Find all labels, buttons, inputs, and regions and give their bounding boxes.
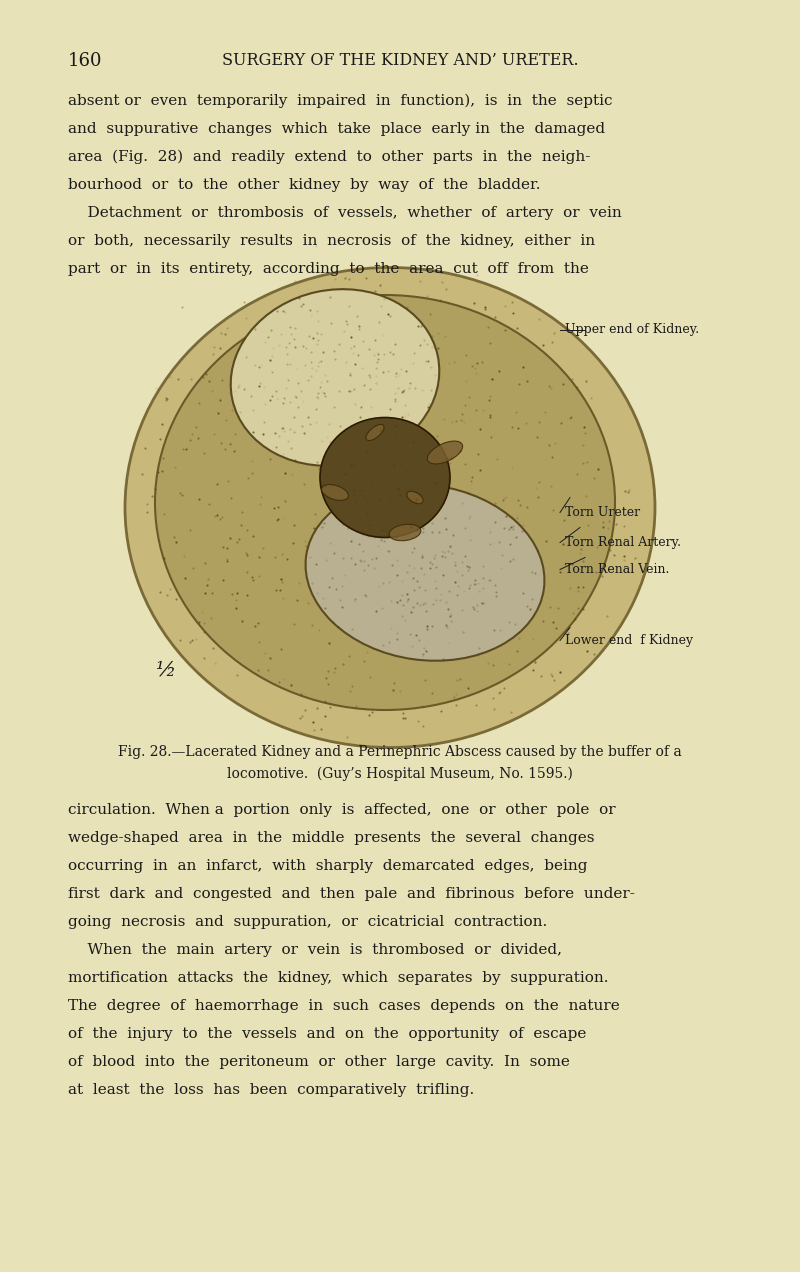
Text: wedge-shaped  area  in  the  middle  presents  the  several  changes: wedge-shaped area in the middle presents…	[68, 831, 594, 845]
Text: at  least  the  loss  has  been  comparatively  trifling.: at least the loss has been comparatively…	[68, 1082, 474, 1096]
Text: part  or  in  its  entirety,  according  to  the  area  cut  off  from  the: part or in its entirety, according to th…	[68, 262, 589, 276]
Ellipse shape	[155, 295, 615, 710]
Ellipse shape	[389, 524, 421, 541]
Text: absent or  even  temporarily  impaired  in  function),  is  in  the  septic: absent or even temporarily impaired in f…	[68, 94, 613, 108]
Ellipse shape	[230, 289, 439, 466]
Ellipse shape	[322, 485, 349, 500]
Text: 160: 160	[68, 52, 102, 70]
Ellipse shape	[306, 485, 545, 660]
Text: ½: ½	[155, 661, 175, 681]
Text: circulation.  When a  portion  only  is  affected,  one  or  other  pole  or: circulation. When a portion only is affe…	[68, 803, 616, 817]
Ellipse shape	[427, 441, 462, 464]
Ellipse shape	[366, 425, 384, 440]
Text: of  blood  into  the  peritoneum  or  other  large  cavity.  In  some: of blood into the peritoneum or other la…	[68, 1054, 570, 1068]
Text: Torn Renal Vein.: Torn Renal Vein.	[565, 563, 670, 576]
Text: bourhood  or  to  the  other  kidney  by  way  of  the  bladder.: bourhood or to the other kidney by way o…	[68, 178, 541, 192]
Text: SURGERY OF THE KIDNEY AND’ URETER.: SURGERY OF THE KIDNEY AND’ URETER.	[222, 52, 578, 69]
Text: When  the  main  artery  or  vein  is  thrombosed  or  divided,: When the main artery or vein is thrombos…	[68, 943, 562, 957]
Text: Detachment  or  thrombosis  of  vessels,  whether  of  artery  or  vein: Detachment or thrombosis of vessels, whe…	[68, 206, 622, 220]
Text: Fig. 28.—Lacerated Kidney and a Perinephric Abscess caused by the buffer of a: Fig. 28.—Lacerated Kidney and a Perineph…	[118, 745, 682, 759]
Text: or  both,  necessarily  results  in  necrosis  of  the  kidney,  either  in: or both, necessarily results in necrosis…	[68, 234, 595, 248]
Text: occurring  in  an  infarct,  with  sharply  demarcated  edges,  being: occurring in an infarct, with sharply de…	[68, 859, 587, 873]
Ellipse shape	[125, 267, 655, 748]
Text: Torn Renal Artery.: Torn Renal Artery.	[565, 536, 681, 550]
Text: The  degree  of  haemorrhage  in  such  cases  depends  on  the  nature: The degree of haemorrhage in such cases …	[68, 999, 620, 1013]
Text: and  suppurative  changes  which  take  place  early in  the  damaged: and suppurative changes which take place…	[68, 122, 605, 136]
Text: mortification  attacks  the  kidney,  which  separates  by  suppuration.: mortification attacks the kidney, which …	[68, 971, 609, 985]
Text: Upper end of Kidney.: Upper end of Kidney.	[565, 323, 699, 336]
Text: of  the  injury  to  the  vessels  and  on  the  opportunity  of  escape: of the injury to the vessels and on the …	[68, 1027, 586, 1040]
Text: going  necrosis  and  suppuration,  or  cicatricial  contraction.: going necrosis and suppuration, or cicat…	[68, 915, 547, 929]
Ellipse shape	[407, 491, 423, 504]
Text: area  (Fig.  28)  and  readily  extend  to  other  parts  in  the  neigh-: area (Fig. 28) and readily extend to oth…	[68, 150, 590, 164]
Ellipse shape	[320, 417, 450, 538]
Text: locomotive.  (Guy’s Hospital Museum, No. 1595.): locomotive. (Guy’s Hospital Museum, No. …	[227, 767, 573, 781]
Text: Torn Ureter: Torn Ureter	[565, 506, 640, 519]
Text: first  dark  and  congested  and  then  pale  and  fibrinous  before  under-: first dark and congested and then pale a…	[68, 887, 635, 901]
Text: Lower end  f Kidney: Lower end f Kidney	[565, 633, 693, 647]
